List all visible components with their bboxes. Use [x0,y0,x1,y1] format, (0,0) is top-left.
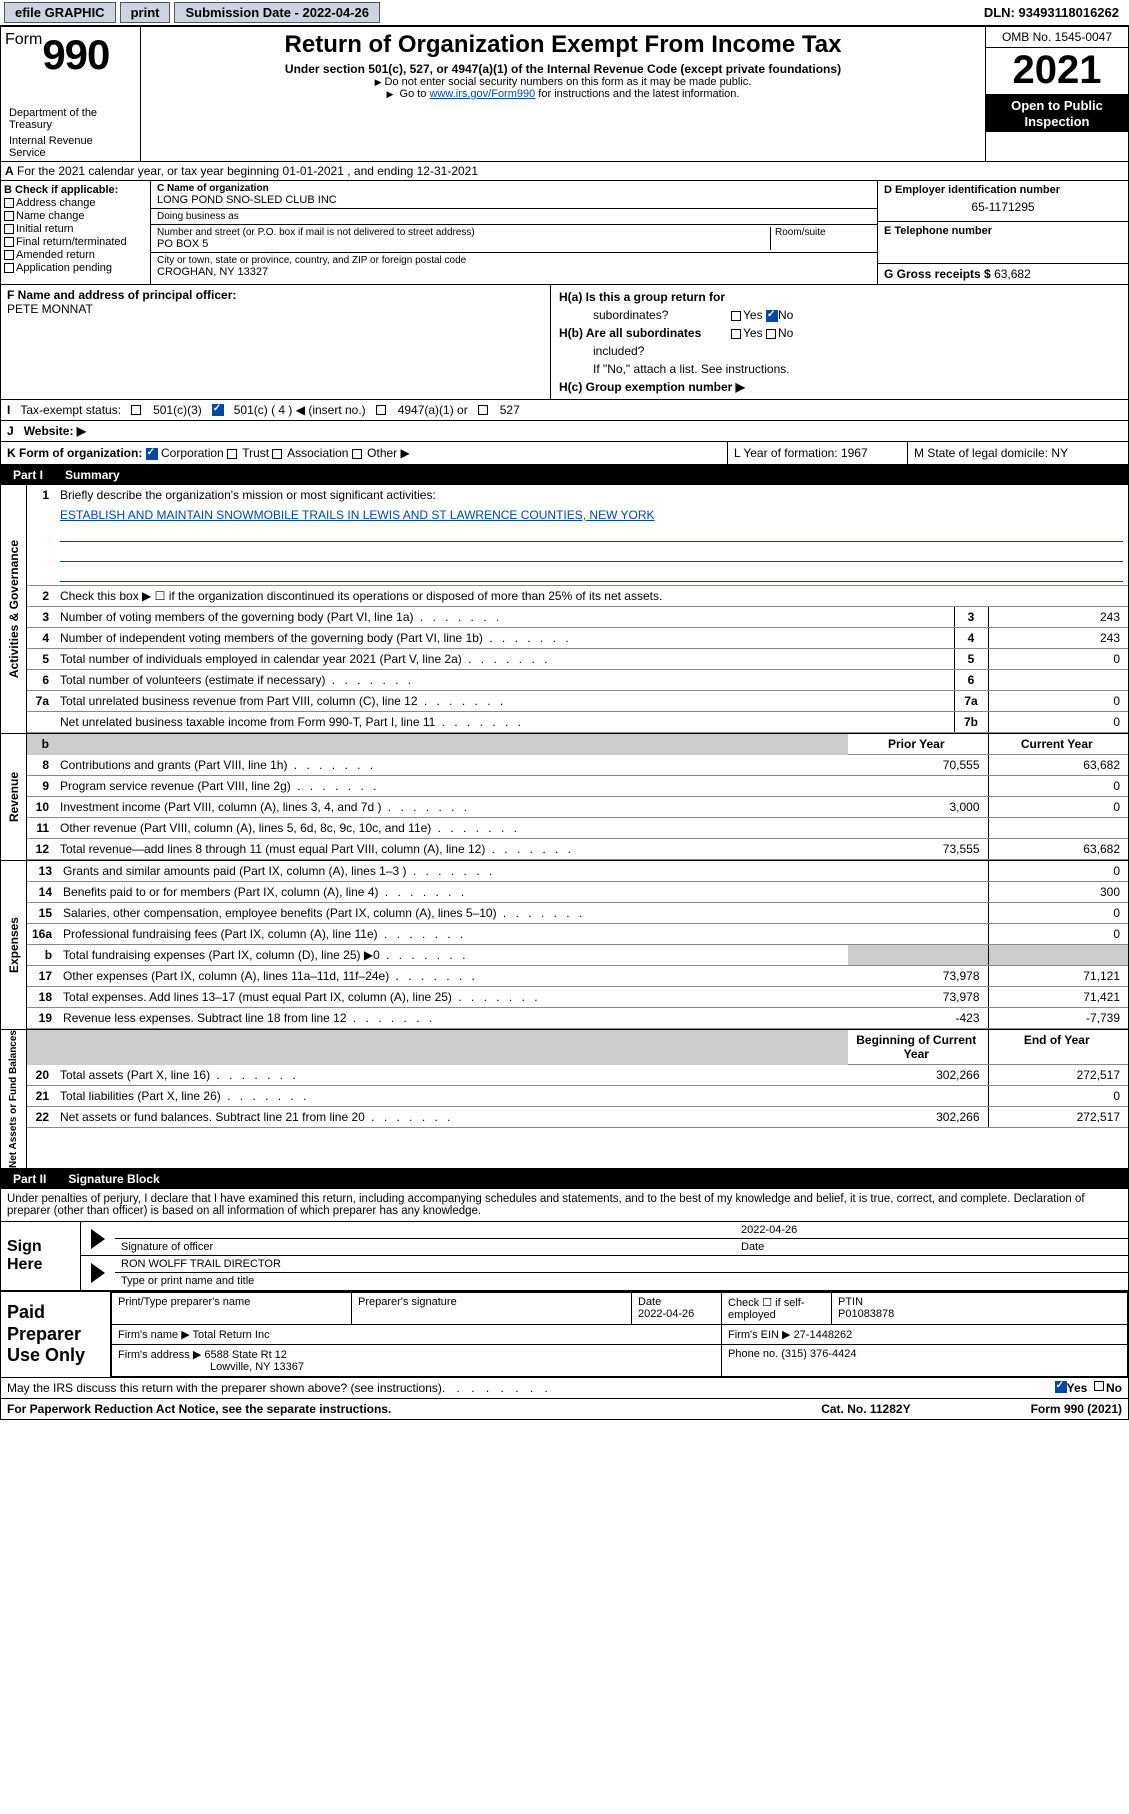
summary-row: 7aTotal unrelated business revenue from … [27,691,1128,712]
dept-line: Department of the Treasury [5,105,136,133]
efile-button[interactable]: efile GRAPHIC [4,2,116,23]
summary-row: 3Number of voting members of the governi… [27,607,1128,628]
group-return-block: H(a) Is this a group return for subordin… [551,285,1128,399]
chk-app-pending[interactable] [4,263,14,273]
col-de: D Employer identification number 65-1171… [878,181,1128,284]
summary-row: 19Revenue less expenses. Subtract line 1… [27,1008,1128,1029]
summary-row: 13Grants and similar amounts paid (Part … [27,861,1128,882]
chk-address-change[interactable] [4,198,14,208]
vtab-na: Net Assets or Fund Balances [8,1030,19,1168]
state-domicile: M State of legal domicile: NY [908,442,1128,464]
chk-final-return[interactable] [4,237,14,247]
activities-governance-section: Activities & Governance 1Briefly describ… [1,485,1128,734]
form-word: Form [5,31,42,48]
summary-row: Net unrelated business taxable income fr… [27,712,1128,733]
summary-row: 16aProfessional fundraising fees (Part I… [27,924,1128,945]
principal-officer: F Name and address of principal officer:… [1,285,551,399]
subtitle-3: Go to www.irs.gov/Form990 for instructio… [145,88,981,100]
vtab-ag: Activities & Governance [7,540,21,678]
summary-row: 9Program service revenue (Part VIII, lin… [27,776,1128,797]
perjury-statement: Under penalties of perjury, I declare th… [1,1189,1128,1222]
discuss-no[interactable] [1094,1381,1104,1391]
hb-yes[interactable] [731,329,741,339]
part-i-header: Part I Summary [1,465,1128,485]
col-c-org: C Name of organization LONG POND SNO-SLE… [151,181,878,284]
form-document: Form990 Department of the Treasury Inter… [0,26,1129,1420]
org-info-block: B Check if applicable: Address change Na… [1,181,1128,285]
chk-4947[interactable] [376,405,386,415]
vtab-exp: Expenses [7,917,21,973]
chk-501c-checked[interactable] [212,404,224,416]
submission-date-label: Submission Date - 2022-04-26 [174,2,380,23]
paid-preparer-block: Paid Preparer Use Only Print/Type prepar… [1,1292,1128,1378]
dln-label: DLN: 93493118016262 [984,5,1119,20]
part-ii-header: Part II Signature Block [1,1169,1128,1189]
chk-name-change[interactable] [4,211,14,221]
irs-line: Internal Revenue Service [5,133,136,161]
summary-row: 4Number of independent voting members of… [27,628,1128,649]
summary-row: 10Investment income (Part VIII, column (… [27,797,1128,818]
ein-value: 65-1171295 [884,196,1122,218]
chk-501c3[interactable] [131,405,141,415]
ha-no-checked[interactable] [766,310,778,322]
chk-other[interactable] [352,449,362,459]
year-formation: L Year of formation: 1967 [728,442,908,464]
row-klm: K Form of organization: Corporation Trus… [1,442,1128,465]
top-action-bar: efile GRAPHIC print Submission Date - 20… [0,0,1129,26]
summary-row: 5Total number of individuals employed in… [27,649,1128,670]
ha-yes[interactable] [731,311,741,321]
omb-number: OMB No. 1545-0047 [986,27,1128,48]
chk-corp-checked[interactable] [146,448,158,460]
discuss-row: May the IRS discuss this return with the… [1,1378,1128,1399]
summary-row: 20Total assets (Part X, line 16)302,2662… [27,1065,1128,1086]
chk-assoc[interactable] [272,449,282,459]
expenses-section: Expenses 13Grants and similar amounts pa… [1,861,1128,1030]
revenue-section: Revenue b Prior Year Current Year 8Contr… [1,734,1128,861]
row-j-website: J Website: ▶ [1,421,1128,442]
officer-group-block: F Name and address of principal officer:… [1,285,1128,400]
tax-year: 2021 [986,48,1128,95]
chk-527[interactable] [478,405,488,415]
gross-receipts: 63,682 [994,267,1031,281]
row-i-tax-status: I Tax-exempt status: 501(c)(3) 501(c) ( … [1,400,1128,421]
summary-row: 22Net assets or fund balances. Subtract … [27,1107,1128,1128]
summary-row: bTotal fundraising expenses (Part IX, co… [27,945,1128,966]
chk-amended[interactable] [4,250,14,260]
summary-row: 15Salaries, other compensation, employee… [27,903,1128,924]
summary-row: 17Other expenses (Part IX, column (A), l… [27,966,1128,987]
sign-arrow-icon [91,1229,105,1249]
summary-row: 11Other revenue (Part VIII, column (A), … [27,818,1128,839]
summary-row: 12Total revenue—add lines 8 through 11 (… [27,839,1128,860]
summary-row: 8Contributions and grants (Part VIII, li… [27,755,1128,776]
bottom-row: For Paperwork Reduction Act Notice, see … [1,1399,1128,1419]
print-button[interactable]: print [120,2,171,23]
form-title-block: Return of Organization Exempt From Incom… [141,27,986,161]
summary-row: 21Total liabilities (Part X, line 26)0 [27,1086,1128,1107]
col-b-checkboxes: B Check if applicable: Address change Na… [1,181,151,284]
sign-here-block: Sign Here 2022-04-26 Signature of office… [1,1222,1128,1292]
summary-row: 6Total number of volunteers (estimate if… [27,670,1128,691]
subtitle-1: Under section 501(c), 527, or 4947(a)(1)… [145,62,981,76]
sign-arrow-icon-2 [91,1263,105,1283]
form-number: 990 [42,31,109,78]
mission-text: ESTABLISH AND MAINTAIN SNOWMOBILE TRAILS… [60,508,655,522]
form-id-block: Form990 Department of the Treasury Inter… [1,27,141,161]
hb-no[interactable] [766,329,776,339]
net-assets-section: Net Assets or Fund Balances Beginning of… [1,1030,1128,1169]
chk-initial-return[interactable] [4,224,14,234]
form-title: Return of Organization Exempt From Incom… [145,31,981,59]
subtitle-2: Do not enter social security numbers on … [145,76,981,88]
row-a-tax-year: A For the 2021 calendar year, or tax yea… [1,162,1128,181]
open-public-badge: Open to PublicInspection [986,95,1128,132]
chk-trust[interactable] [227,449,237,459]
vtab-rev: Revenue [7,772,21,822]
summary-row: 14Benefits paid to or for members (Part … [27,882,1128,903]
year-block: OMB No. 1545-0047 2021 Open to PublicIns… [986,27,1128,161]
summary-row: 18Total expenses. Add lines 13–17 (must … [27,987,1128,1008]
discuss-yes-checked[interactable] [1055,1381,1067,1393]
irs-link[interactable]: www.irs.gov/Form990 [429,88,535,100]
